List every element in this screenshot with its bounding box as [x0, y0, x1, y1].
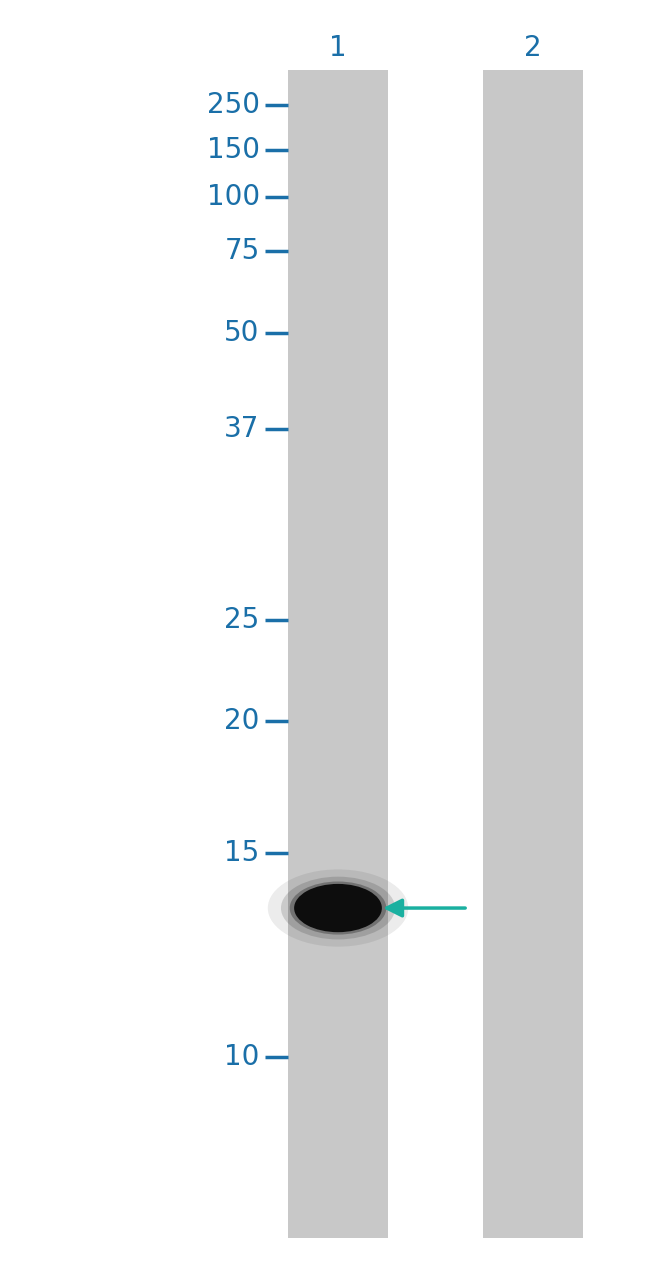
Text: 37: 37 [224, 415, 259, 443]
Text: 2: 2 [524, 34, 542, 62]
Ellipse shape [281, 876, 395, 940]
Text: 25: 25 [224, 606, 259, 634]
Text: 100: 100 [207, 183, 259, 211]
Bar [287, 70, 389, 1238]
Bar [482, 70, 584, 1238]
Text: 150: 150 [207, 136, 259, 164]
Text: 50: 50 [224, 319, 259, 347]
Text: 10: 10 [224, 1043, 259, 1071]
Ellipse shape [290, 881, 386, 935]
Text: 250: 250 [207, 91, 259, 119]
Text: 20: 20 [224, 707, 259, 735]
Text: 1: 1 [329, 34, 347, 62]
Text: 75: 75 [224, 237, 259, 265]
Ellipse shape [294, 884, 382, 932]
Ellipse shape [268, 870, 408, 946]
Text: 15: 15 [224, 839, 259, 867]
